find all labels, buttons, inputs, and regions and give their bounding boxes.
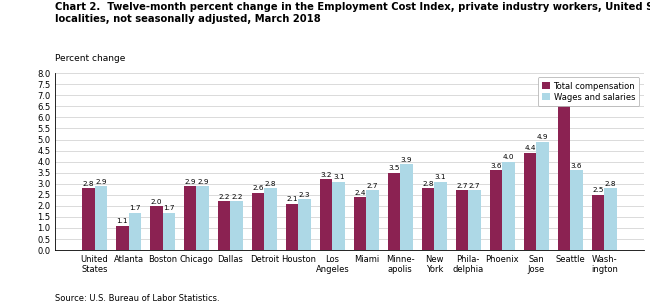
Bar	[129, 213, 141, 250]
Text: 2.8: 2.8	[265, 181, 276, 187]
Bar	[558, 91, 570, 250]
Bar	[604, 188, 617, 250]
Text: 2.8: 2.8	[422, 181, 434, 187]
Text: 2.7: 2.7	[456, 183, 468, 189]
Legend: Total compensation, Wages and salaries: Total compensation, Wages and salaries	[538, 77, 640, 106]
Text: 3.9: 3.9	[401, 156, 412, 163]
Bar	[422, 188, 434, 250]
Text: 2.9: 2.9	[197, 179, 209, 185]
Bar	[286, 204, 298, 250]
Text: 3.6: 3.6	[490, 163, 502, 169]
Text: Percent change: Percent change	[55, 53, 125, 63]
Bar	[162, 213, 175, 250]
Bar	[489, 170, 502, 250]
Text: 4.4: 4.4	[524, 145, 536, 152]
Text: 3.1: 3.1	[435, 174, 447, 180]
Text: 1.1: 1.1	[116, 218, 128, 224]
Bar	[116, 226, 129, 250]
Bar	[524, 153, 536, 250]
Bar	[94, 186, 107, 250]
Bar	[332, 181, 345, 250]
Bar	[82, 188, 94, 250]
Text: 2.1: 2.1	[287, 196, 298, 202]
Text: 2.9: 2.9	[95, 179, 107, 185]
Bar	[367, 190, 379, 250]
Bar	[536, 142, 549, 250]
Text: Chart 2.  Twelve-month percent change in the Employment Cost Index, private indu: Chart 2. Twelve-month percent change in …	[55, 2, 650, 24]
Text: 7.2: 7.2	[558, 84, 569, 90]
Text: 2.3: 2.3	[299, 192, 311, 198]
Text: 4.0: 4.0	[503, 154, 514, 160]
Bar	[196, 186, 209, 250]
Text: 3.6: 3.6	[571, 163, 582, 169]
Text: 2.7: 2.7	[367, 183, 378, 189]
Text: 3.2: 3.2	[320, 172, 332, 178]
Text: 2.2: 2.2	[231, 194, 242, 200]
Bar	[400, 164, 413, 250]
Bar	[231, 201, 243, 250]
Text: 2.5: 2.5	[592, 188, 604, 193]
Text: 2.0: 2.0	[150, 199, 162, 205]
Bar	[456, 190, 468, 250]
Text: 2.9: 2.9	[185, 179, 196, 185]
Bar	[434, 181, 447, 250]
Text: 2.7: 2.7	[469, 183, 480, 189]
Text: 1.7: 1.7	[163, 205, 175, 211]
Bar	[354, 197, 367, 250]
Bar	[184, 186, 196, 250]
Text: 3.1: 3.1	[333, 174, 344, 180]
Text: 2.4: 2.4	[354, 190, 366, 196]
Bar	[502, 162, 515, 250]
Text: 2.2: 2.2	[218, 194, 230, 200]
Bar	[592, 195, 604, 250]
Text: 2.6: 2.6	[252, 185, 264, 191]
Text: 1.7: 1.7	[129, 205, 140, 211]
Bar	[265, 188, 277, 250]
Bar	[150, 206, 162, 250]
Bar	[468, 190, 481, 250]
Bar	[298, 199, 311, 250]
Bar	[388, 173, 400, 250]
Text: 4.9: 4.9	[537, 135, 549, 140]
Text: Source: U.S. Bureau of Labor Statistics.: Source: U.S. Bureau of Labor Statistics.	[55, 294, 220, 303]
Bar	[570, 170, 583, 250]
Text: 3.5: 3.5	[388, 165, 400, 171]
Bar	[218, 201, 231, 250]
Bar	[320, 179, 332, 250]
Text: 2.8: 2.8	[604, 181, 616, 187]
Text: 2.8: 2.8	[83, 181, 94, 187]
Bar	[252, 193, 265, 250]
